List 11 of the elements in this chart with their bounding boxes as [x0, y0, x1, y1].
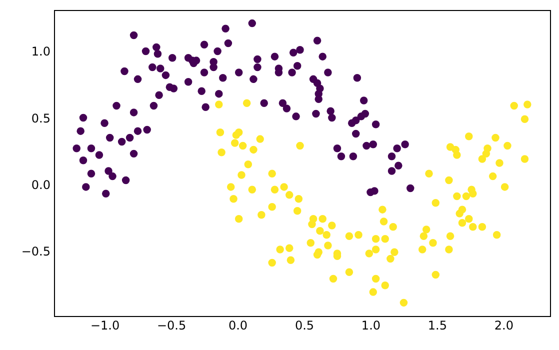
x-tick-label: 2.0 — [494, 318, 514, 332]
x-tick-label: 1.0 — [361, 318, 381, 332]
x-tick-label: 1.5 — [428, 318, 448, 332]
x-tick-label: −0.5 — [156, 318, 186, 332]
y-tick-label: 0.5 — [31, 111, 50, 126]
y-tick-label: 1.0 — [31, 44, 50, 59]
y-tick-label: −0.5 — [21, 244, 50, 258]
y-tick-label: 0.0 — [31, 178, 50, 192]
x-tick-label: 0.0 — [228, 318, 248, 332]
x-tick-label: 0.5 — [294, 318, 314, 332]
x-tick-label: −1.0 — [90, 318, 120, 332]
